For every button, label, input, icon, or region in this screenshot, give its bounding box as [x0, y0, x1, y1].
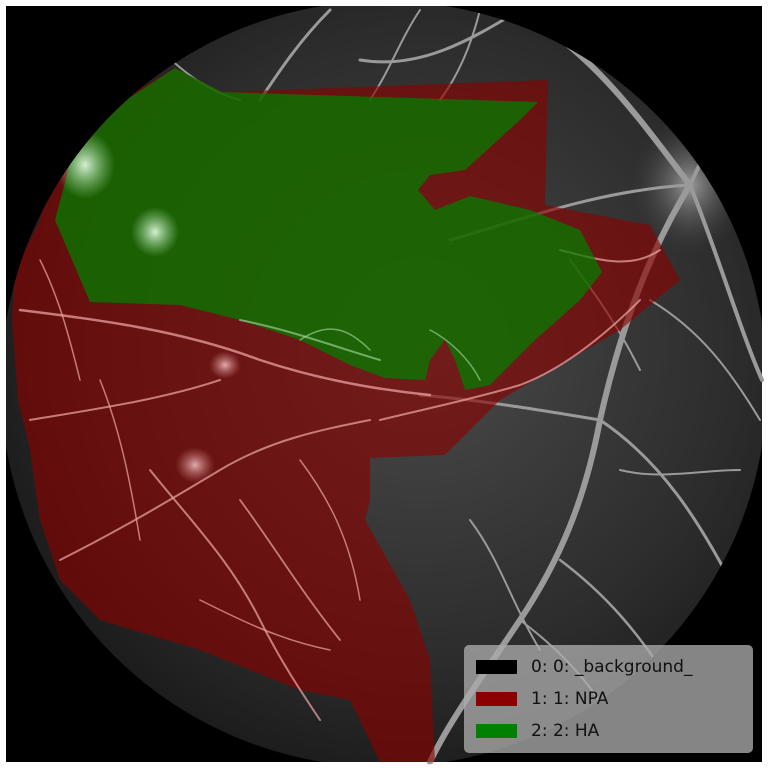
- ha-hyperfluorescent-spot: [131, 207, 179, 257]
- legend-swatch-ha: [476, 724, 517, 738]
- legend-swatch-background: [476, 660, 517, 674]
- ha-vessels: [239, 319, 481, 381]
- legend-item-ha: 2: 2: HA: [476, 715, 753, 747]
- npa-hyperfluorescent-spot: [175, 447, 215, 483]
- npa-hyperfluorescent-spot: [209, 351, 241, 379]
- legend-label-npa: 1: 1: NPA: [531, 689, 609, 709]
- ha-region: [55, 68, 602, 390]
- legend-item-background: 0: 0: _background_: [476, 651, 753, 683]
- legend: 0: 0: _background_ 1: 1: NPA 2: 2: HA: [464, 645, 753, 753]
- legend-item-npa: 1: 1: NPA: [476, 683, 753, 715]
- legend-swatch-npa: [476, 692, 517, 706]
- npa-vessels: [18, 249, 661, 721]
- legend-label-background: 0: 0: _background_: [531, 657, 693, 677]
- legend-label-ha: 2: 2: HA: [531, 721, 600, 741]
